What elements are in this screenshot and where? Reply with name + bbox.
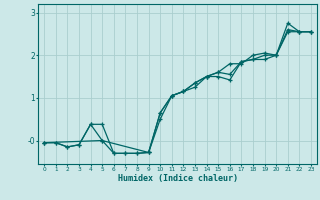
X-axis label: Humidex (Indice chaleur): Humidex (Indice chaleur) [118,174,238,183]
